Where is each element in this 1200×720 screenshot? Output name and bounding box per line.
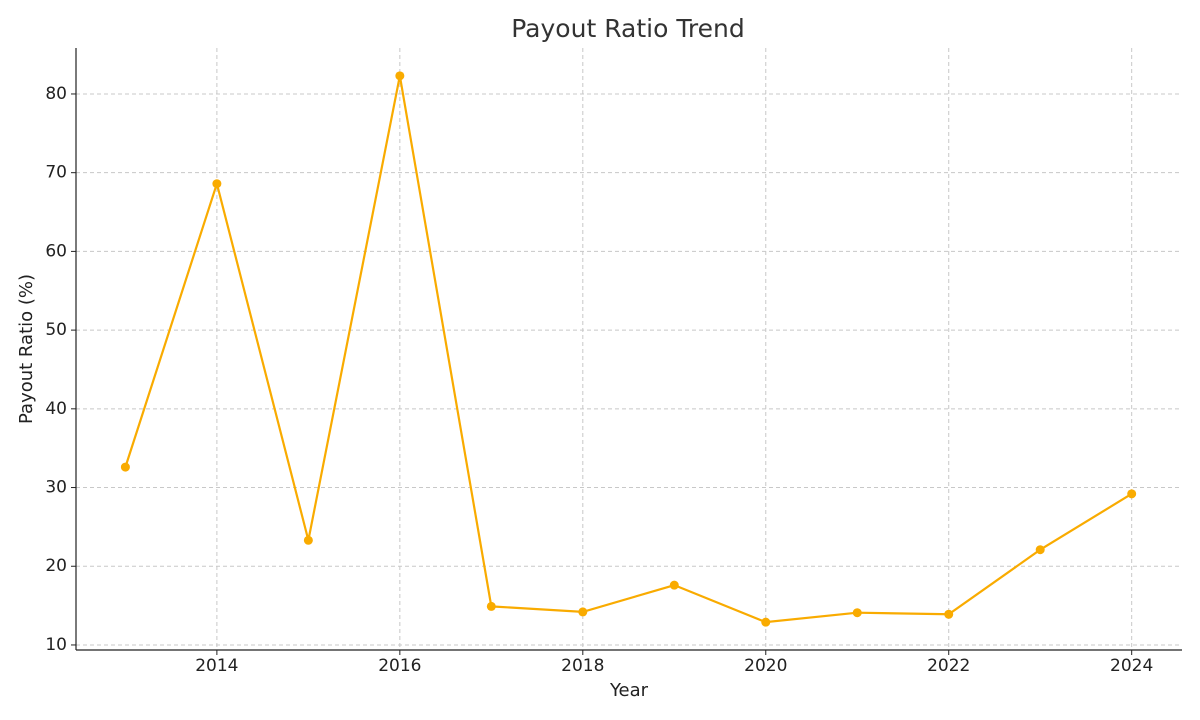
x-tick-label: 2024 xyxy=(1110,656,1153,676)
point xyxy=(944,609,954,619)
y-tick-label: 20 xyxy=(45,556,67,576)
point xyxy=(212,179,222,189)
x-tick-label: 2014 xyxy=(195,656,238,676)
x-tick-label: 2022 xyxy=(927,656,970,676)
y-tick-label: 60 xyxy=(45,241,67,261)
point xyxy=(486,601,496,611)
x-tick-label: 2020 xyxy=(744,656,787,676)
y-tick-label: 40 xyxy=(45,399,67,419)
y-tick-label: 70 xyxy=(45,163,67,183)
point xyxy=(1035,545,1045,555)
point xyxy=(1127,489,1137,499)
line xyxy=(124,75,1133,624)
chart-title: Payout Ratio Trend xyxy=(511,14,745,43)
point xyxy=(395,71,405,81)
y-tick-label: 30 xyxy=(45,478,67,498)
y-tick-label: 10 xyxy=(45,635,67,655)
point xyxy=(761,617,771,627)
point xyxy=(578,607,588,617)
point xyxy=(669,580,679,590)
y-axis-label: Payout Ratio (%) xyxy=(16,274,37,424)
x-axis-label: Year xyxy=(609,680,649,701)
y-tick-label: 80 xyxy=(45,84,67,104)
x-tick-label: 2016 xyxy=(378,656,421,676)
y-tick-label: 50 xyxy=(45,320,67,340)
point xyxy=(852,608,862,618)
point xyxy=(120,462,130,472)
x-tick-label: 2018 xyxy=(561,656,604,676)
point xyxy=(303,535,313,545)
